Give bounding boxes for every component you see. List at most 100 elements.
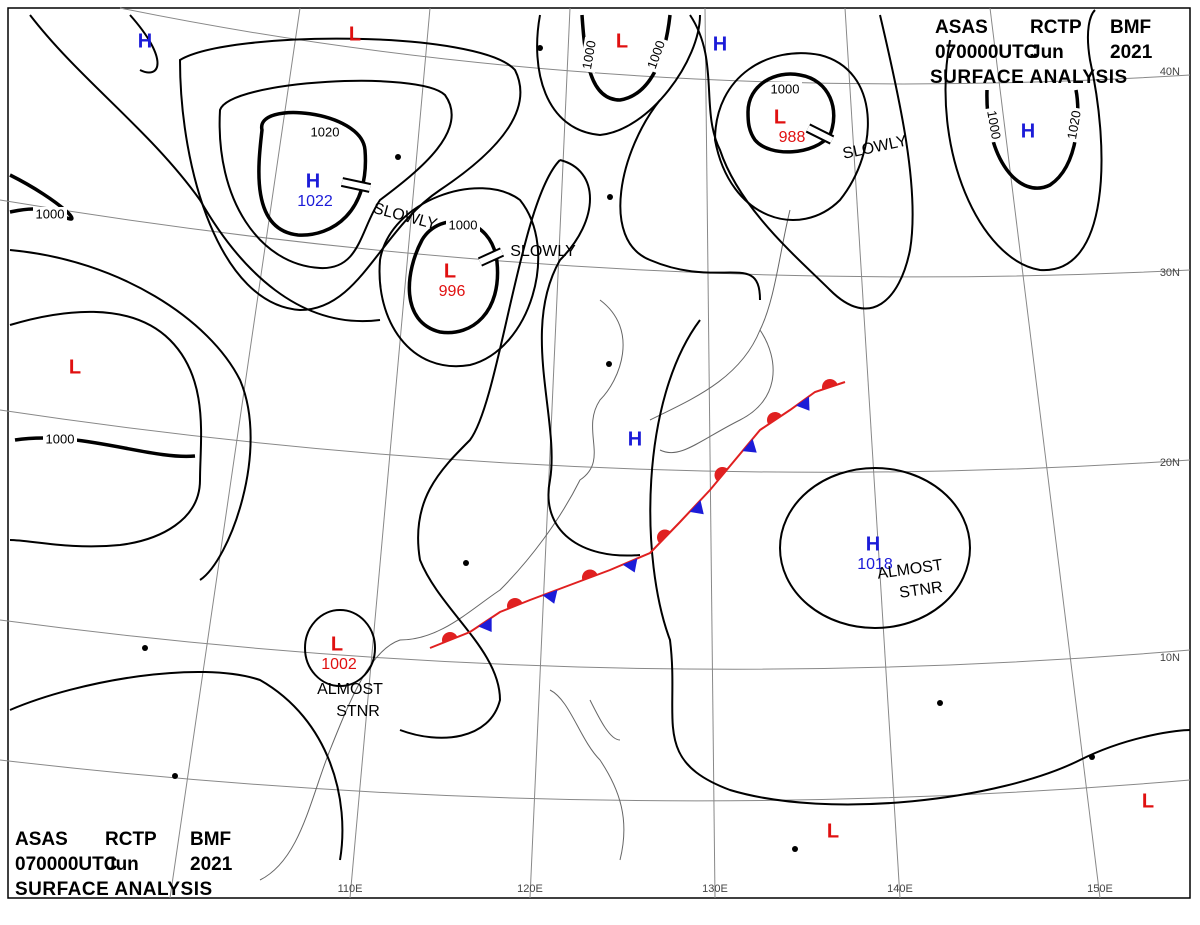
header-text: BMF (190, 829, 231, 850)
warm-symbol (507, 598, 523, 609)
isobar (536, 14, 701, 137)
coastline (259, 299, 624, 881)
cold-symbol (689, 500, 704, 515)
warm-symbol (582, 569, 598, 581)
lon-line (529, 7, 571, 899)
isobar (540, 159, 641, 557)
lon-line (169, 7, 301, 899)
center-letter: L (774, 106, 786, 128)
station (172, 773, 178, 779)
graticule (0, 7, 1191, 899)
cold-symbol (796, 396, 810, 411)
station (537, 45, 543, 51)
isobar-label: 1000 (984, 109, 1004, 140)
center-pressure: 1022 (297, 193, 333, 210)
center-letter: L (349, 23, 361, 45)
warm-symbol (442, 632, 458, 643)
movement-arrow (341, 179, 371, 191)
header-text: 070000UTC (935, 42, 1038, 63)
center-letter: L (69, 356, 81, 378)
lon-label: 150E (1087, 883, 1113, 895)
movement-text: SLOWLY (510, 243, 576, 260)
lon-label: 110E (338, 883, 363, 895)
header-text: SURFACE ANALYSIS (15, 879, 213, 900)
center-letter: H (306, 170, 320, 192)
center-pressure: 1002 (321, 656, 357, 673)
isobar (304, 609, 376, 687)
center-letter: L (827, 820, 839, 842)
station (937, 700, 943, 706)
warm-symbol (767, 412, 782, 425)
isobar-label: 1000 (36, 206, 65, 221)
isobar-label: 1000 (771, 81, 800, 96)
cold-symbol (478, 617, 492, 632)
center-letter: L (616, 30, 628, 52)
station (463, 560, 469, 566)
movement-text: ALMOST (317, 681, 383, 698)
lat-line (0, 619, 1191, 670)
front-symbols (442, 379, 838, 643)
coastlines (259, 209, 791, 881)
header-text: 070000UTC (15, 854, 118, 875)
header-text: RCTP (105, 829, 157, 850)
label-bg (643, 36, 671, 74)
warm-symbol (822, 379, 838, 390)
isobar-label: 1000 (579, 39, 599, 70)
lat-label: 20N (1160, 457, 1180, 469)
cold-symbol (622, 558, 638, 573)
station (142, 645, 148, 651)
movement-arrow (478, 249, 504, 265)
isobar (399, 159, 561, 739)
isobar (14, 436, 196, 459)
isobar-label: 1000 (46, 431, 75, 446)
isobar (689, 14, 914, 310)
lat-label: 10N (1160, 652, 1180, 664)
coastline (549, 689, 625, 861)
center-pressure: 996 (439, 283, 466, 300)
label-bg (33, 207, 67, 223)
isobar (944, 9, 1103, 272)
isobar (178, 37, 522, 312)
isobar (129, 14, 159, 74)
center-letter: H (1021, 120, 1035, 142)
map-frame (7, 7, 1191, 899)
station (606, 361, 612, 367)
isobar (649, 319, 1191, 806)
cold-symbol (742, 438, 757, 453)
isobar (218, 79, 453, 270)
header-text: 2021 (1110, 42, 1153, 63)
warm-symbol (714, 467, 728, 482)
coastline (649, 209, 791, 454)
center-letter: L (331, 633, 343, 655)
station-plots (142, 45, 1095, 852)
header-text: SURFACE ANALYSIS (930, 67, 1128, 88)
header-text: Jun (105, 854, 139, 875)
center-pressure: 988 (779, 129, 806, 146)
center-letter: H (628, 428, 642, 450)
warm-symbol (657, 529, 671, 544)
label-bg (446, 218, 480, 234)
center-letter: H (866, 533, 880, 555)
label-bg (43, 432, 77, 448)
header-text: BMF (1110, 17, 1151, 38)
header-text: 2021 (190, 854, 233, 875)
movement-text: STNR (898, 579, 944, 602)
station (395, 154, 401, 160)
lat-label: 30N (1160, 267, 1180, 279)
center-letter: H (138, 30, 152, 52)
lon-line (844, 7, 901, 899)
cold-symbol (542, 589, 558, 604)
lon-label: 140E (887, 883, 913, 895)
movement-text: STNR (336, 703, 380, 720)
lon-label: 120E (517, 883, 543, 895)
isobar (779, 467, 971, 629)
isobar (9, 670, 344, 861)
label-bg (308, 125, 342, 141)
isobars (9, 9, 1191, 861)
station (1089, 754, 1095, 760)
lon-line (704, 7, 716, 899)
header-text: RCTP (1030, 17, 1082, 38)
isobar (713, 52, 869, 221)
isobar (619, 99, 761, 301)
movement-arrow (806, 125, 834, 143)
